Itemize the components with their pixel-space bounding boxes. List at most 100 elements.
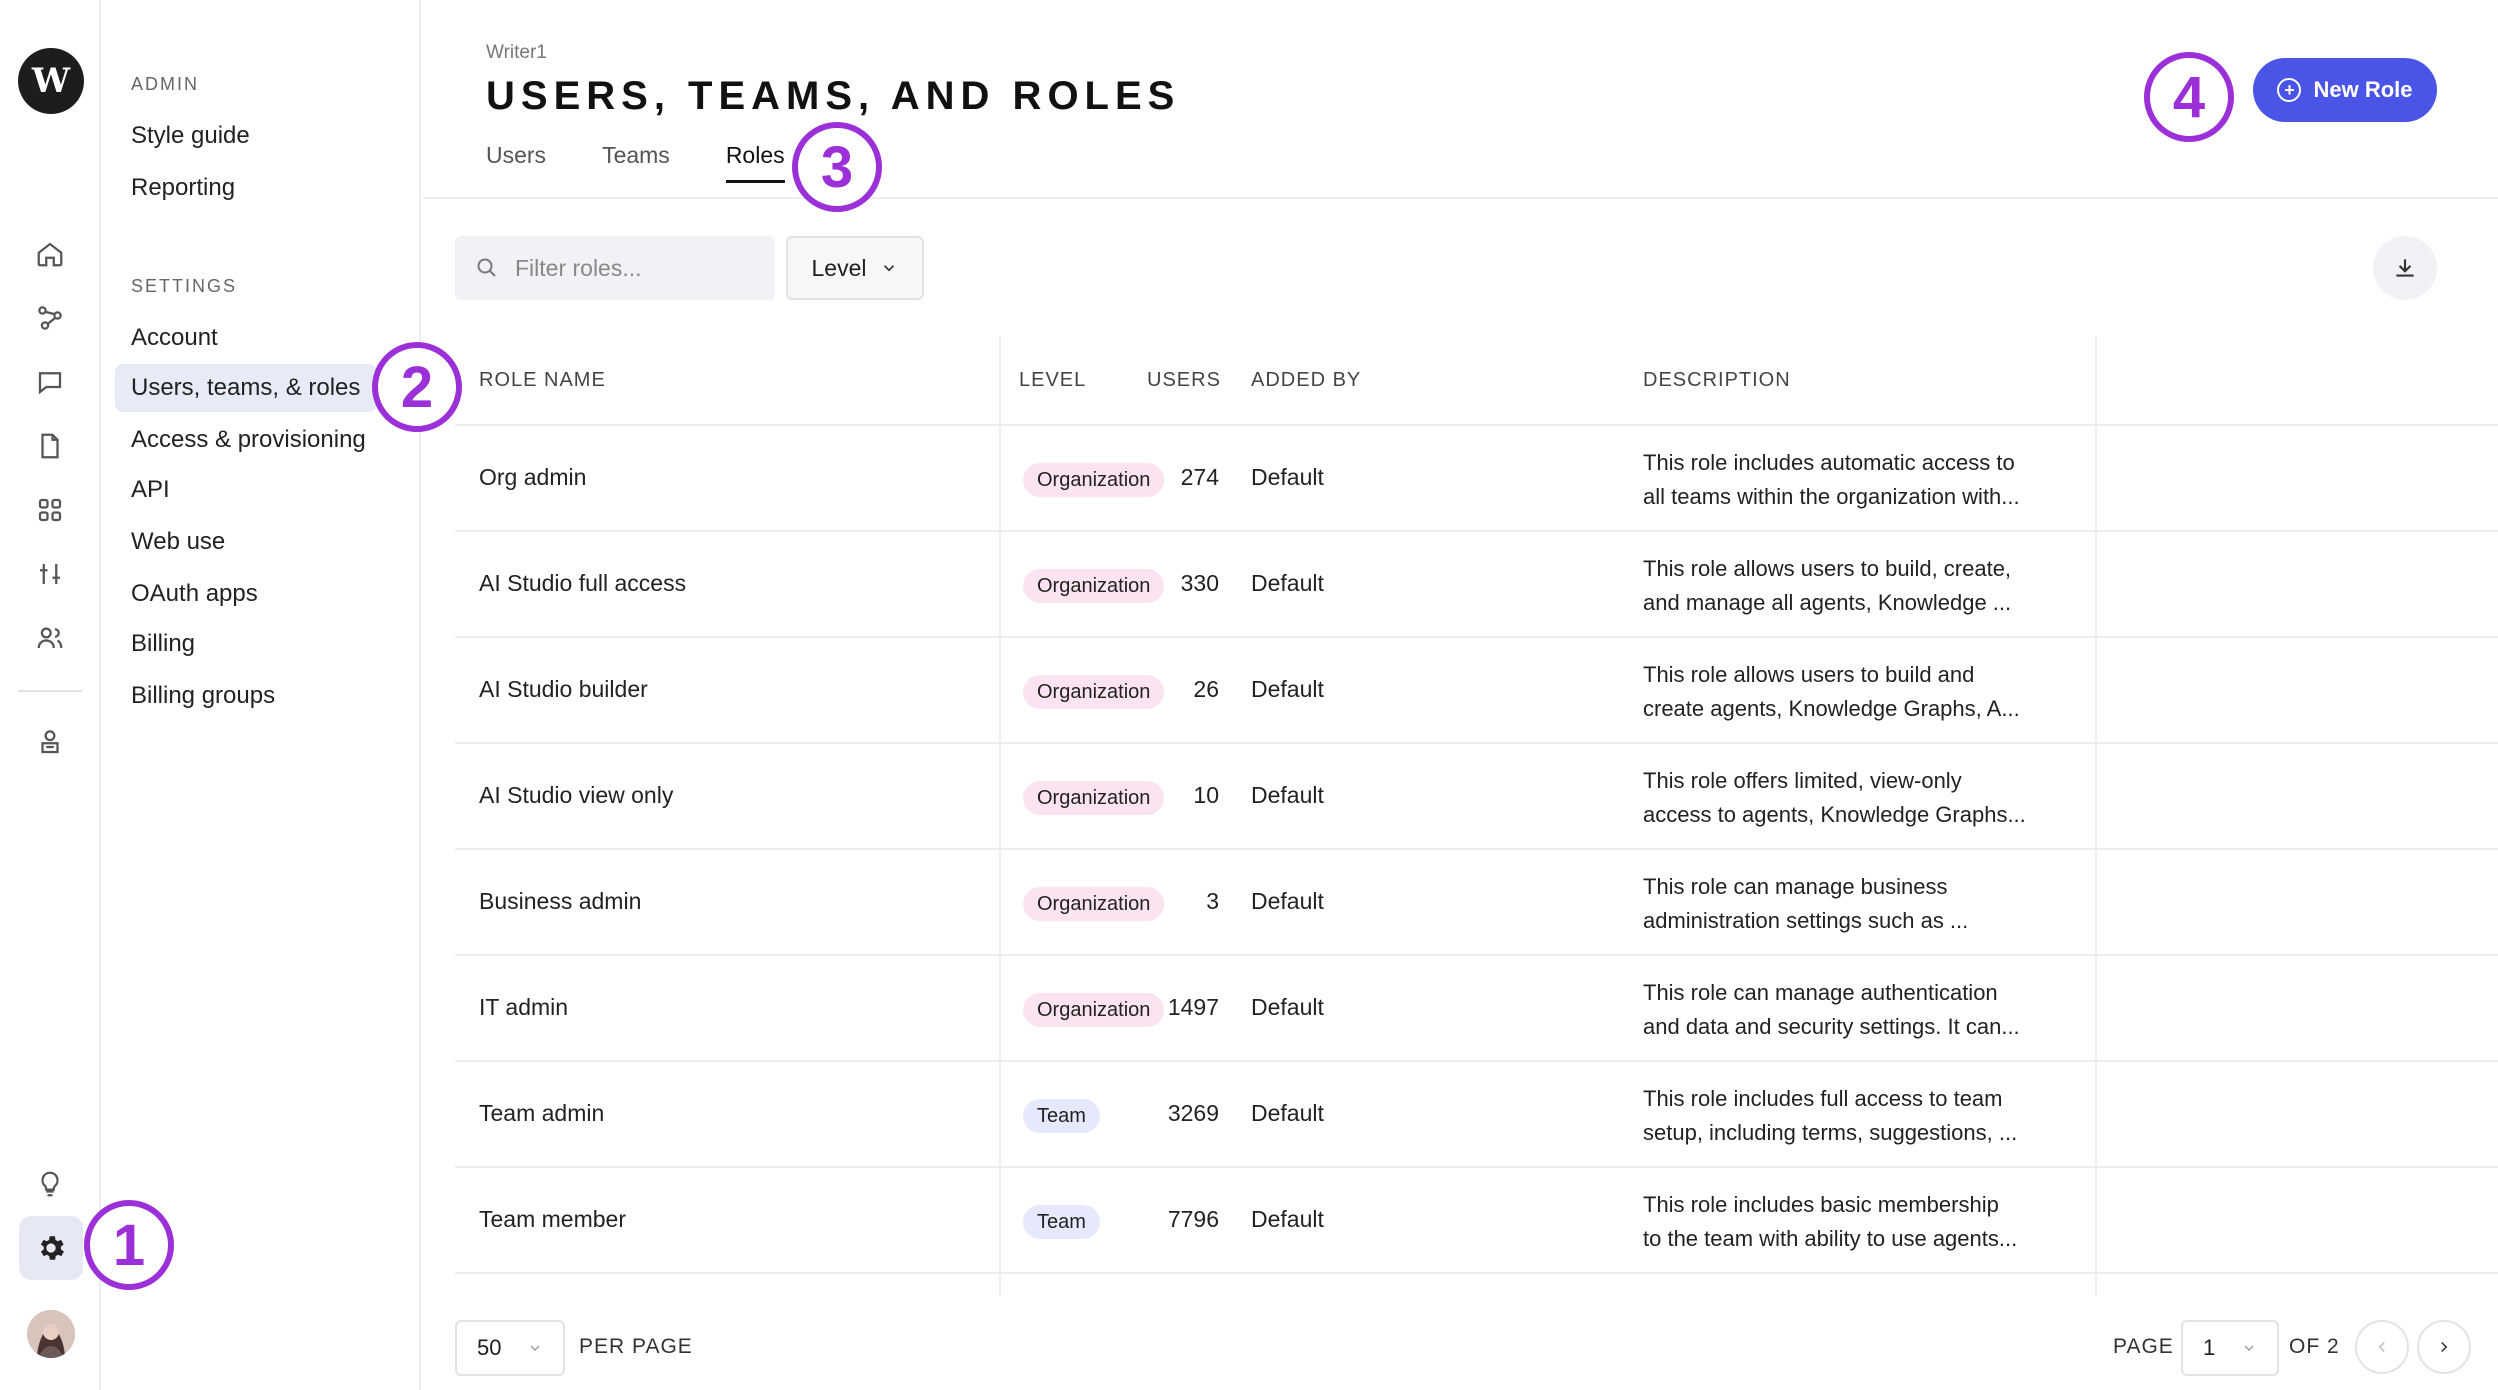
- role-name: Org admin: [479, 464, 587, 490]
- chevron-right-icon: [2441, 1341, 2448, 1353]
- sliders-icon[interactable]: [32, 556, 68, 592]
- table-row[interactable]: AI Studio view only Organization 10 Default…: [455, 744, 2498, 850]
- avatar[interactable]: [27, 1310, 75, 1358]
- description-line-1: This role allows users to build and: [1643, 662, 1975, 687]
- role-name: AI Studio builder: [479, 676, 648, 702]
- nav-item-billing[interactable]: Billing: [131, 630, 196, 657]
- added-by: Default: [1251, 570, 1324, 596]
- added-by: Default: [1251, 1206, 1324, 1232]
- added-by: Default: [1251, 994, 1324, 1020]
- added-by: Default: [1251, 676, 1324, 702]
- filter-roles-search[interactable]: [455, 236, 775, 300]
- lightbulb-icon[interactable]: [32, 1166, 68, 1202]
- new-role-button[interactable]: + New Role: [2253, 58, 2437, 122]
- table-row[interactable]: Team admin Team 3269 Default This role inclu…: [455, 1062, 2498, 1168]
- per-page-value: 50: [477, 1335, 502, 1360]
- role-name: Team admin: [479, 1100, 605, 1126]
- home-icon[interactable]: [32, 236, 68, 272]
- description-line-1: This role includes basic membership: [1643, 1192, 1999, 1217]
- column-level[interactable]: LEVEL: [1019, 369, 1087, 391]
- users-icon[interactable]: [32, 620, 68, 656]
- column-added-by[interactable]: ADDED BY: [1251, 369, 1362, 391]
- users-count: 274: [1180, 464, 1219, 490]
- added-by: Default: [1251, 888, 1324, 914]
- description: This role can manage authentication and d…: [1643, 976, 2063, 1044]
- users-count: 3: [1206, 888, 1219, 914]
- tab-users[interactable]: Users: [486, 142, 547, 168]
- page-value: 1: [2203, 1335, 2216, 1360]
- breadcrumb[interactable]: Writer1: [486, 42, 547, 63]
- role-name: Business admin: [479, 888, 642, 914]
- nav-item-reporting[interactable]: Reporting: [131, 174, 236, 201]
- column-role-name[interactable]: ROLE NAME: [479, 369, 606, 391]
- table-row[interactable]: AI Studio full access Organization 330 Defa…: [455, 532, 2498, 638]
- search-icon: [477, 258, 496, 277]
- description-line-2: all teams within the organization with..…: [1643, 484, 2020, 509]
- tab-teams[interactable]: Teams: [602, 142, 670, 168]
- admin-heading: ADMIN: [131, 74, 199, 94]
- users-count: 7796: [1167, 1206, 1219, 1232]
- table-row[interactable]: Business admin Organization 3 Default This r…: [455, 850, 2498, 956]
- page-total-label: OF 2: [2289, 1335, 2340, 1358]
- table-row[interactable]: IT admin Organization 1497 Default This role…: [455, 956, 2498, 1062]
- download-button[interactable]: [2373, 236, 2437, 300]
- chevron-down-icon: [531, 1345, 540, 1351]
- added-by: Default: [1251, 1100, 1324, 1126]
- plus-circle-icon: +: [2277, 78, 2302, 102]
- annotation-marker-1: 1: [84, 1200, 174, 1290]
- role-name: AI Studio view only: [479, 782, 674, 808]
- settings-nav: ADMIN Style guide Reporting SETTINGS Acc…: [103, 0, 421, 1390]
- nav-item-access-provisioning[interactable]: Access & provisioning: [131, 426, 366, 453]
- nav-item-oauth-apps[interactable]: OAuth apps: [131, 580, 258, 607]
- annotation-marker-2: 2: [372, 342, 462, 432]
- nav-item-style-guide[interactable]: Style guide: [131, 122, 250, 149]
- apps-icon[interactable]: [32, 492, 68, 528]
- tab-roles[interactable]: Roles: [725, 142, 785, 183]
- nav-item-account[interactable]: Account: [131, 324, 218, 351]
- nav-item-billing-groups[interactable]: Billing groups: [131, 682, 276, 709]
- description-line-2: and data and security settings. It can..…: [1643, 1014, 2020, 1039]
- table-header: ROLE NAME LEVEL USERS ADDED BY DESCRIPTI…: [455, 336, 2498, 426]
- document-icon[interactable]: [32, 428, 68, 464]
- level-badge: Team: [1023, 1099, 1100, 1133]
- download-icon: [2396, 259, 2414, 277]
- chat-icon[interactable]: [32, 364, 68, 400]
- column-users[interactable]: USERS: [1147, 369, 1221, 391]
- level-badge: Organization: [1023, 569, 1165, 603]
- description: This role allows users to build and creat…: [1643, 658, 2063, 726]
- description: This role allows users to build, create,…: [1643, 552, 2063, 620]
- annotation-marker-3: 3: [792, 122, 882, 212]
- nav-item-api[interactable]: API: [131, 476, 170, 503]
- level-badge: Team: [1023, 1205, 1100, 1239]
- table-row[interactable]: AI Studio builder Organization 26 Default Th…: [455, 638, 2498, 744]
- description-line-2: create agents, Knowledge Graphs, A...: [1643, 696, 2020, 721]
- description: This role can manage business administrat…: [1643, 870, 2063, 938]
- users-count: 1497: [1167, 994, 1219, 1020]
- level-badge: Organization: [1023, 993, 1165, 1027]
- workflow-icon[interactable]: [32, 300, 68, 336]
- main-content: Writer1 USERS, TEAMS, AND ROLES Users Te…: [423, 0, 2498, 1390]
- nav-item-users-teams-roles[interactable]: Users, teams, & roles: [115, 364, 377, 412]
- level-filter-label: Level: [811, 254, 867, 281]
- role-name: Team member: [479, 1206, 626, 1232]
- next-page-button[interactable]: [2417, 1320, 2471, 1374]
- users-count: 26: [1193, 676, 1219, 702]
- column-description[interactable]: DESCRIPTION: [1643, 369, 1791, 391]
- description-line-1: This role can manage business: [1643, 874, 1948, 899]
- filter-roles-input[interactable]: [515, 254, 755, 282]
- writer-logo[interactable]: W: [18, 48, 84, 114]
- settings-gear-button[interactable]: [19, 1216, 83, 1280]
- level-filter-dropdown[interactable]: Level: [786, 236, 924, 300]
- chevron-down-icon: [2244, 1345, 2254, 1351]
- prev-page-button[interactable]: [2355, 1320, 2409, 1374]
- roles-table: ROLE NAME LEVEL USERS ADDED BY DESCRIPTI…: [455, 336, 2498, 1296]
- table-row[interactable]: Org admin Organization 274 Default This role…: [455, 426, 2498, 532]
- per-page-select[interactable]: 50: [455, 1320, 565, 1376]
- agent-icon[interactable]: [32, 724, 68, 760]
- role-name: AI Studio full access: [479, 570, 687, 596]
- column-divider: [2095, 336, 2097, 1296]
- table-row[interactable]: Team member Team 7796 Default This role incl…: [455, 1168, 2498, 1274]
- tab-bar: Users Teams Roles: [486, 142, 841, 183]
- page-select[interactable]: 1: [2181, 1320, 2279, 1376]
- nav-item-web-use[interactable]: Web use: [131, 528, 226, 555]
